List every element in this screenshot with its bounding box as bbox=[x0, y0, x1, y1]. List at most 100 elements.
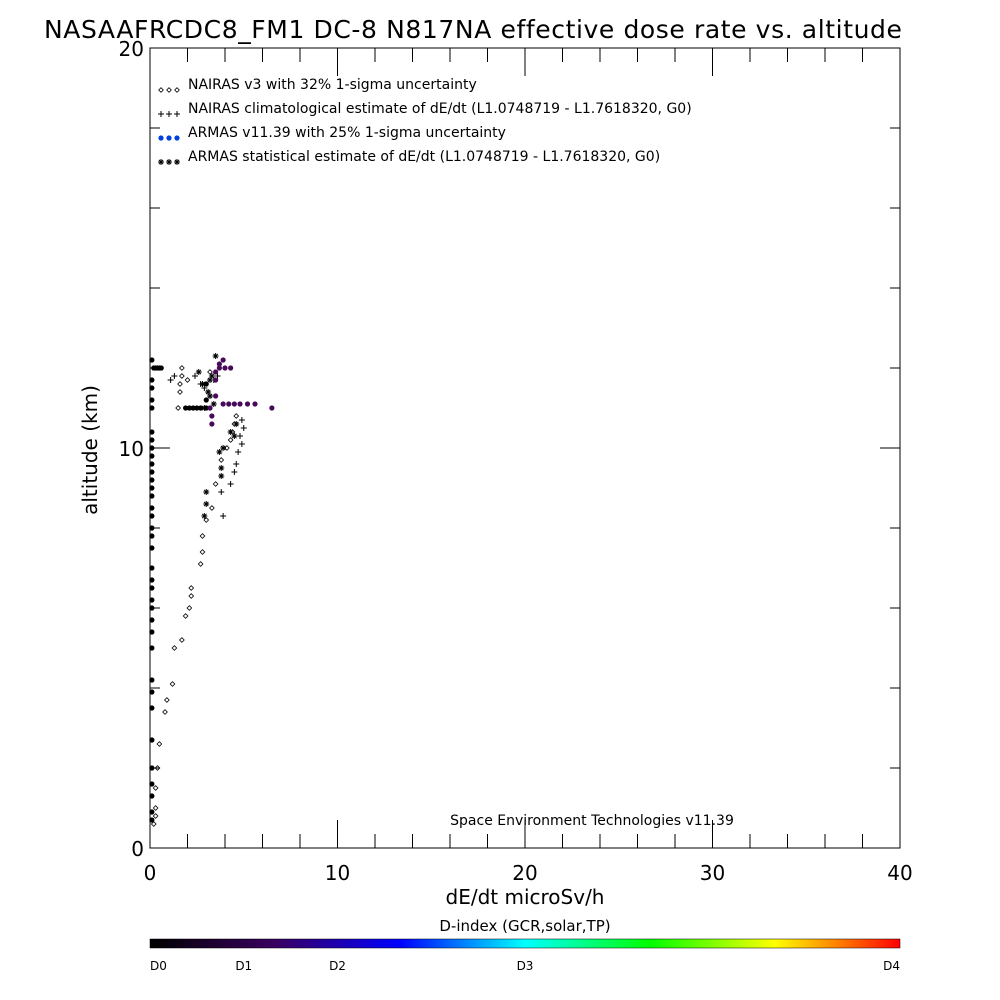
data-point bbox=[233, 421, 240, 427]
legend-marker bbox=[174, 87, 180, 93]
chart-title: NASAAFRCDC8_FM1 DC-8 N817NA effective do… bbox=[44, 15, 903, 44]
colorbar-label: D4 bbox=[883, 959, 900, 973]
data-point bbox=[149, 645, 155, 651]
data-point bbox=[199, 381, 206, 387]
data-point bbox=[164, 697, 170, 703]
legend-label: NAIRAS climatological estimate of dE/dt … bbox=[188, 101, 692, 117]
y-tick-label: 20 bbox=[119, 37, 144, 61]
data-point bbox=[171, 373, 178, 379]
series-2 bbox=[149, 357, 275, 823]
data-point bbox=[149, 513, 155, 519]
data-point bbox=[213, 369, 219, 375]
data-point bbox=[209, 505, 215, 511]
data-point bbox=[177, 389, 183, 395]
data-point bbox=[233, 413, 240, 419]
data-point bbox=[252, 401, 258, 407]
data-point bbox=[213, 393, 219, 399]
data-point bbox=[167, 377, 174, 383]
data-point bbox=[227, 481, 234, 487]
data-point bbox=[195, 369, 202, 375]
data-point bbox=[220, 357, 226, 363]
legend-marker bbox=[158, 159, 164, 165]
data-point bbox=[220, 401, 226, 407]
data-point bbox=[149, 485, 155, 491]
data-point bbox=[238, 417, 245, 423]
colorbar-label: D2 bbox=[329, 959, 346, 973]
legend-marker bbox=[166, 135, 172, 141]
x-tick-label: 0 bbox=[144, 861, 157, 885]
data-point bbox=[209, 421, 215, 427]
data-point bbox=[231, 401, 237, 407]
credit-text: Space Environment Technologies v11.39 bbox=[450, 813, 734, 829]
data-point bbox=[149, 377, 155, 383]
data-point bbox=[154, 765, 161, 771]
data-point bbox=[218, 473, 225, 479]
data-point bbox=[175, 405, 181, 411]
data-point bbox=[149, 453, 155, 459]
data-point bbox=[190, 405, 196, 411]
data-point bbox=[228, 365, 234, 371]
data-point bbox=[149, 477, 155, 483]
data-point bbox=[209, 413, 215, 419]
data-point bbox=[198, 405, 204, 411]
data-point bbox=[149, 505, 155, 511]
colorbar-title: D-index (GCR,solar,TP) bbox=[439, 917, 610, 935]
data-point bbox=[152, 813, 159, 819]
data-point bbox=[149, 585, 155, 591]
data-point bbox=[149, 461, 155, 467]
x-tick-label: 30 bbox=[700, 861, 725, 885]
axis-tick-labels: 0 10 20 30 40 0 10 20 bbox=[119, 37, 913, 885]
data-point bbox=[269, 405, 275, 411]
data-point bbox=[188, 593, 195, 599]
data-point bbox=[152, 805, 159, 811]
data-point bbox=[227, 429, 234, 435]
data-point bbox=[171, 645, 178, 651]
legend-marker bbox=[166, 159, 172, 165]
data-point bbox=[237, 401, 243, 407]
legend: NAIRAS v3 with 32% 1-sigma uncertainty NA… bbox=[158, 77, 692, 165]
data-point bbox=[205, 389, 212, 395]
data-point bbox=[203, 501, 210, 507]
data-point bbox=[216, 365, 222, 371]
colorbar bbox=[149, 938, 901, 949]
legend-marker bbox=[174, 159, 180, 165]
data-point bbox=[244, 401, 251, 407]
axis-ticks bbox=[149, 47, 901, 849]
series-0 bbox=[150, 365, 240, 827]
data-point bbox=[182, 613, 189, 619]
data-point bbox=[186, 605, 193, 611]
data-point bbox=[213, 377, 219, 383]
data-point bbox=[208, 373, 215, 379]
data-point bbox=[177, 381, 183, 387]
data-point bbox=[149, 357, 155, 363]
data-point bbox=[210, 401, 217, 407]
data-point bbox=[216, 361, 222, 367]
data-point bbox=[212, 353, 219, 359]
legend-item: NAIRAS v3 with 32% 1-sigma uncertainty bbox=[158, 77, 477, 93]
data-point bbox=[149, 533, 155, 539]
data-point bbox=[179, 373, 185, 379]
data-point bbox=[156, 741, 163, 747]
legend-marker bbox=[174, 111, 180, 117]
data-point bbox=[149, 737, 155, 743]
legend-marker bbox=[158, 87, 164, 93]
data-point bbox=[235, 449, 242, 455]
data-point bbox=[149, 705, 155, 711]
legend-item: ARMAS statistical estimate of dE/dt (L1.… bbox=[158, 149, 660, 165]
legend-marker bbox=[158, 135, 164, 141]
data-point bbox=[201, 513, 208, 519]
data-point bbox=[149, 765, 155, 771]
legend-marker bbox=[166, 87, 172, 93]
data-point bbox=[149, 597, 155, 603]
data-point bbox=[231, 433, 238, 439]
data-point bbox=[149, 817, 155, 823]
data-point bbox=[220, 445, 227, 451]
data-point bbox=[203, 489, 210, 495]
legend-label: ARMAS v11.39 with 25% 1-sigma uncertaint… bbox=[188, 125, 506, 141]
plot-frame bbox=[149, 47, 901, 849]
legend-marker bbox=[158, 111, 164, 117]
data-point bbox=[169, 681, 176, 687]
data-point bbox=[149, 605, 155, 611]
y-tick-label: 10 bbox=[119, 437, 144, 461]
